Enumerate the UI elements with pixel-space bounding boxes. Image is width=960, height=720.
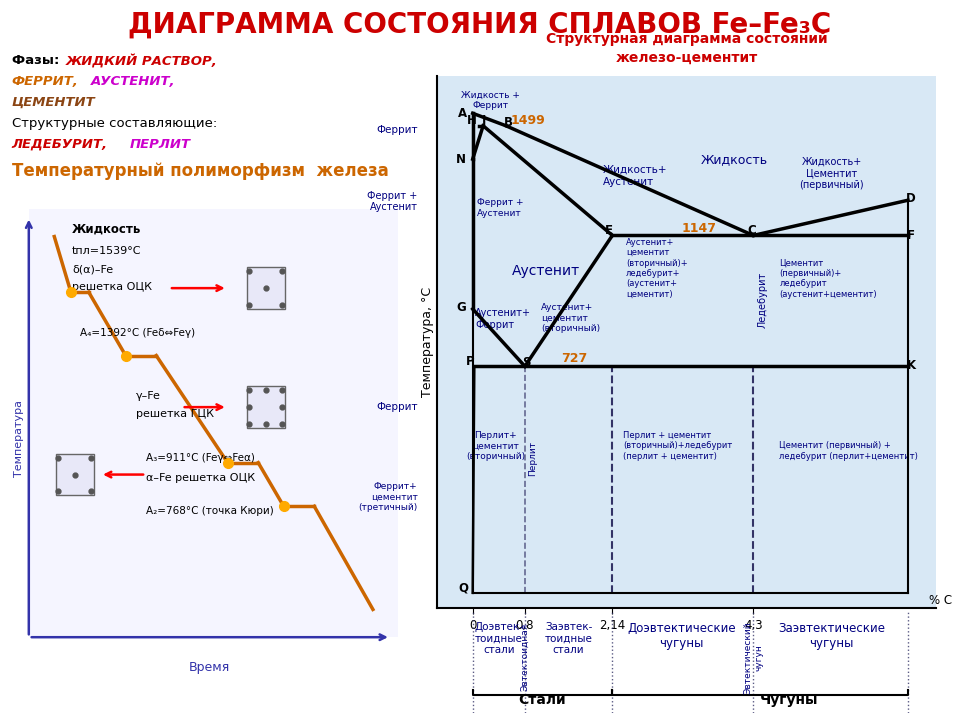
Text: АУСТЕНИТ,: АУСТЕНИТ,: [91, 75, 176, 88]
Text: D: D: [906, 192, 916, 205]
Polygon shape: [56, 454, 94, 495]
Text: G: G: [456, 301, 466, 314]
Text: Аустенит: Аустенит: [512, 264, 580, 278]
Text: P: P: [466, 355, 474, 368]
Text: α–Fe решетка ОЦК: α–Fe решетка ОЦК: [146, 472, 255, 482]
Text: Температурный полиморфизм  железа: Температурный полиморфизм железа: [12, 162, 388, 180]
Text: ФЕРРИТ,: ФЕРРИТ,: [12, 75, 79, 88]
Text: Чугуны: Чугуны: [760, 693, 819, 707]
Text: Цементит (первичный) +
ледебурит (перлит+цементит): Цементит (первичный) + ледебурит (перлит…: [780, 441, 919, 461]
Text: Доэвтек-
тоидные
стали: Доэвтек- тоидные стали: [474, 622, 523, 655]
Text: Структурная диаграмма состояний: Структурная диаграмма состояний: [545, 32, 828, 46]
Text: Перлит+
цементит
(вторичный): Перлит+ цементит (вторичный): [466, 431, 525, 461]
Text: Доэвтектические
чугуны: Доэвтектические чугуны: [627, 622, 735, 650]
Text: δ(α)–Fe: δ(α)–Fe: [72, 264, 113, 274]
Text: C: C: [747, 224, 756, 238]
Text: Феррит+
цементит
(третичный): Феррит+ цементит (третичный): [358, 482, 418, 512]
Text: Q: Q: [459, 582, 468, 595]
Text: ЛЕДЕБУРИТ,: ЛЕДЕБУРИТ,: [12, 138, 108, 150]
Text: Феррит +
Аустенит: Феррит + Аустенит: [368, 191, 418, 212]
Text: E: E: [605, 224, 612, 238]
Text: Температура: Температура: [13, 400, 24, 477]
Polygon shape: [247, 387, 285, 428]
Text: Эвтектоидная: Эвтектоидная: [520, 624, 529, 691]
Text: 1147: 1147: [682, 222, 716, 235]
Text: J: J: [482, 114, 486, 127]
Text: γ–Fe: γ–Fe: [136, 391, 160, 401]
Text: K: K: [906, 359, 916, 372]
Text: S: S: [522, 356, 531, 369]
Text: Жидкость: Жидкость: [701, 153, 768, 166]
Text: Стали: Стали: [518, 693, 566, 707]
Text: Перлит + цементит
(вторичный)+ледебурит
(перлит + цементит): Перлит + цементит (вторичный)+ледебурит …: [623, 431, 732, 461]
Text: tпл=1539°C: tпл=1539°C: [72, 246, 142, 256]
Text: Феррит +
Аустенит: Феррит + Аустенит: [476, 199, 523, 218]
Text: Заэвтек-
тоидные
стали: Заэвтек- тоидные стали: [544, 622, 592, 655]
Text: Цементит
(первичный)+
ледебурит
(аустенит+цементит): Цементит (первичный)+ ледебурит (аустени…: [780, 258, 877, 299]
Text: F: F: [907, 229, 915, 242]
Polygon shape: [247, 267, 285, 309]
Text: Аустенит+
цементит
(вторичный): Аустенит+ цементит (вторичный): [541, 303, 600, 333]
Text: Заэвтектические
чугуны: Заэвтектические чугуны: [779, 622, 885, 650]
Text: ЦЕМЕНТИТ: ЦЕМЕНТИТ: [12, 96, 95, 109]
Text: решетка ОЦК: решетка ОЦК: [72, 282, 152, 292]
Text: H: H: [467, 114, 476, 127]
Text: Феррит: Феррит: [376, 402, 418, 412]
Text: Ледебурит: Ледебурит: [757, 272, 767, 328]
Text: Жидкость: Жидкость: [72, 222, 141, 235]
Text: железо-цементит: железо-цементит: [615, 50, 757, 64]
Text: N: N: [456, 153, 466, 166]
Text: Феррит: Феррит: [376, 125, 418, 135]
Text: Время: Время: [189, 661, 230, 674]
Text: решетка ГЦК: решетка ГЦК: [136, 409, 214, 419]
Text: ЖИДКИЙ РАСТВОР,: ЖИДКИЙ РАСТВОР,: [65, 54, 217, 68]
Text: Жидкость+
Цементит
(первичный): Жидкость+ Цементит (первичный): [800, 156, 864, 190]
Text: B: B: [504, 116, 513, 129]
Text: A: A: [458, 107, 468, 120]
Text: Аустенит+
цементит
(вторичный)+
ледебурит+
(аустенит+
цементит): Аустенит+ цементит (вторичный)+ ледебури…: [626, 238, 687, 299]
Text: Жидкость +
Феррит: Жидкость + Феррит: [461, 91, 519, 110]
Text: Аустенит+
Феррит: Аустенит+ Феррит: [475, 308, 531, 330]
Text: ДИАГРАММА СОСТОЯНИЯ СПЛАВОВ Fe–Fe₃C: ДИАГРАММА СОСТОЯНИЯ СПЛАВОВ Fe–Fe₃C: [129, 11, 831, 39]
Text: A₂=768°C (точка Кюри): A₂=768°C (точка Кюри): [146, 506, 274, 516]
Text: % C: % C: [929, 594, 952, 607]
Text: Фазы:: Фазы:: [12, 54, 63, 67]
Text: ПЕРЛИТ: ПЕРЛИТ: [130, 138, 191, 150]
Text: 727: 727: [561, 352, 587, 365]
Text: Перлит: Перлит: [528, 441, 538, 477]
Text: Жидкость+
Аустенит: Жидкость+ Аустенит: [603, 165, 668, 186]
Text: 1499: 1499: [511, 114, 545, 127]
Text: Эвтектический
чугун: Эвтектический чугун: [744, 621, 763, 693]
Text: Структурные составляющие:: Структурные составляющие:: [12, 117, 217, 130]
Text: A₃=911°C (Feγ⇔Feα): A₃=911°C (Feγ⇔Feα): [146, 453, 255, 463]
Text: A₄=1392°C (Feδ⇔Feγ): A₄=1392°C (Feδ⇔Feγ): [80, 328, 195, 338]
Y-axis label: Температура, °C: Температура, °C: [421, 287, 434, 397]
